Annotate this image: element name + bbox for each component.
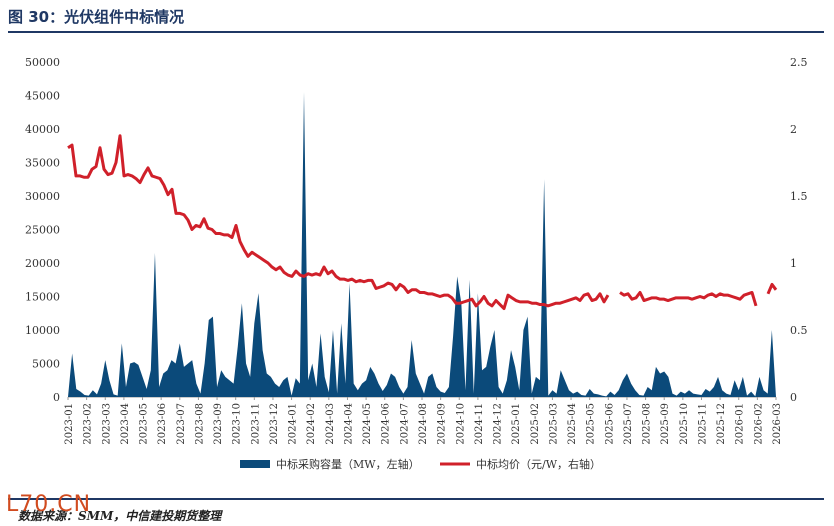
left-tick-label: 0 — [53, 391, 60, 404]
right-tick-label: 0.5 — [790, 324, 808, 337]
x-tick-label: 2024-08 — [418, 403, 429, 445]
legend-label-price: 中标均价（元/W，右轴） — [476, 457, 601, 471]
x-tick-label: 2026-03 — [772, 403, 783, 445]
right-tick-label: 1 — [790, 257, 797, 270]
x-axis-ticks: 2023-01 2023-02 2023-03 2023-04 2023-05 2023-… — [64, 397, 783, 445]
x-tick-label: 2025-08 — [642, 403, 653, 445]
left-tick-label: 35000 — [25, 157, 60, 170]
x-tick-label: 2024-04 — [343, 403, 354, 445]
x-tick-label: 2025-09 — [660, 403, 671, 445]
x-tick-label: 2023-09 — [213, 403, 224, 445]
x-tick-label: 2025-12 — [716, 403, 727, 445]
right-tick-label: 2.5 — [790, 56, 808, 69]
x-tick-label: 2026-01 — [735, 403, 746, 445]
left-tick-label: 15000 — [25, 291, 60, 304]
x-tick-label: 2023-02 — [83, 403, 94, 445]
x-tick-label: 2023-07 — [176, 403, 187, 445]
x-tick-label: 2025-01 — [511, 403, 522, 445]
x-tick-label: 2025-04 — [567, 403, 578, 445]
top-rule — [8, 31, 824, 33]
x-tick-label: 2024-06 — [381, 403, 392, 445]
right-tick-label: 2 — [790, 123, 797, 136]
x-tick-label: 2023-05 — [139, 403, 150, 445]
x-tick-label: 2024-10 — [455, 403, 466, 445]
left-tick-label: 25000 — [25, 224, 60, 237]
left-tick-label: 10000 — [25, 324, 60, 337]
x-tick-label: 2024-03 — [325, 403, 336, 445]
right-tick-label: 1.5 — [790, 190, 808, 203]
price-line — [67, 134, 778, 311]
x-tick-label: 2025-11 — [697, 403, 708, 445]
left-tick-label: 50000 — [25, 56, 60, 69]
x-tick-label: 2024-09 — [437, 403, 448, 445]
chart: 0 5000 10000 15000 20000 25000 30000 35000 40000… — [25, 56, 808, 471]
x-tick-label: 2023-10 — [232, 403, 243, 445]
x-tick-label: 2024-11 — [474, 403, 485, 445]
left-tick-label: 5000 — [32, 358, 60, 371]
legend: 中标采购容量（MW，左轴） 中标均价（元/W，右轴） — [240, 457, 601, 471]
x-tick-label: 2023-12 — [269, 403, 280, 445]
left-tick-label: 20000 — [25, 257, 60, 270]
x-tick-label: 2024-12 — [493, 403, 504, 445]
x-tick-label: 2023-01 — [64, 403, 75, 445]
x-tick-label: 2024-02 — [306, 403, 317, 445]
capacity-area — [68, 92, 776, 398]
x-tick-label: 2025-06 — [604, 403, 615, 445]
right-tick-label: 0 — [790, 391, 797, 404]
left-tick-label: 30000 — [25, 190, 60, 203]
x-tick-label: 2024-01 — [288, 403, 299, 445]
figure-title: 图 30：光伏组件中标情况 — [8, 8, 185, 26]
left-axis-ticks: 0 5000 10000 15000 20000 25000 30000 35000 40000… — [25, 56, 60, 404]
x-tick-label: 2025-03 — [548, 403, 559, 445]
x-tick-label: 2023-03 — [101, 403, 112, 445]
x-tick-label: 2023-04 — [120, 403, 131, 445]
x-tick-label: 2026-02 — [753, 403, 764, 445]
plot-area — [67, 92, 778, 398]
source-note: 数据来源：SMM，中信建投期货整理 — [18, 509, 222, 523]
left-tick-label: 40000 — [25, 123, 60, 136]
x-tick-label: 2023-08 — [194, 403, 205, 445]
x-tick-label: 2023-06 — [157, 403, 168, 445]
legend-swatch-capacity — [240, 460, 270, 468]
left-tick-label: 45000 — [25, 90, 60, 103]
watermark-logo: L70.CN — [6, 492, 92, 517]
x-tick-label: 2024-05 — [362, 403, 373, 445]
x-tick-label: 2025-05 — [586, 403, 597, 445]
x-tick-label: 2023-11 — [250, 403, 261, 445]
x-tick-label: 2025-07 — [623, 403, 634, 445]
x-tick-label: 2025-02 — [530, 403, 541, 445]
bottom-rule — [8, 498, 824, 500]
right-axis-ticks: 0 0.5 1 1.5 2 2.5 — [790, 56, 808, 404]
legend-label-capacity: 中标采购容量（MW，左轴） — [276, 457, 420, 471]
x-tick-label: 2024-07 — [399, 403, 410, 445]
x-tick-label: 2025-10 — [679, 403, 690, 445]
